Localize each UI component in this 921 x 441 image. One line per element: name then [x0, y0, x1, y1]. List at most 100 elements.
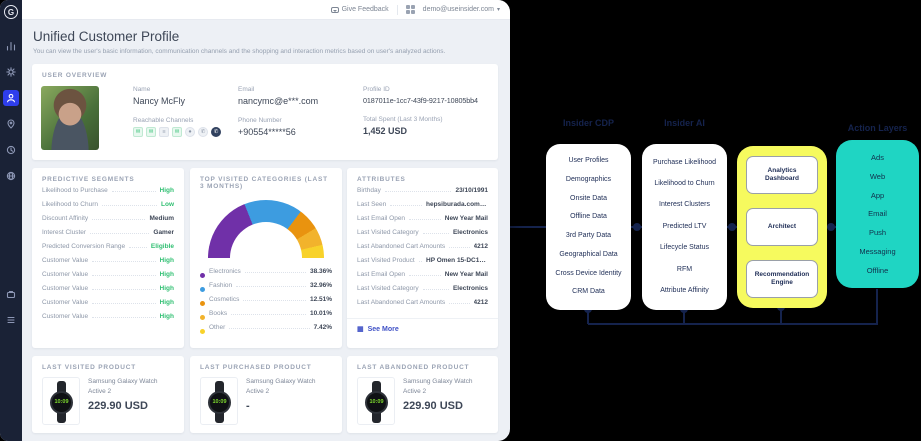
category-legend-row: Books 10.01%: [190, 310, 342, 324]
attribute-row: Birthday 23/10/1991: [347, 187, 498, 201]
app-logo-icon[interactable]: G: [4, 5, 18, 19]
action-item: Push: [868, 228, 887, 238]
top-categories-card: TOP VISITED CATEGORIES (LAST 3 MONTHS) E…: [190, 168, 342, 348]
map-pin-icon: [7, 119, 15, 129]
sidebar-item-settings[interactable]: [3, 64, 19, 80]
ai-item: Attribute Affinity: [660, 287, 709, 295]
actions-box: Ads Web App Email Push Messaging Offline: [836, 140, 919, 288]
user-overview-title: USER OVERVIEW: [42, 72, 108, 79]
legend-value: 12.51%: [309, 296, 332, 303]
category-legend-row: Fashion 32.96%: [190, 282, 342, 296]
reachable-channels: ✉ ✉ ≡ ✉ ● ✆ ✆: [133, 127, 221, 137]
user-overview-card: USER OVERVIEW Name Nancy McFly Reachable…: [32, 64, 498, 160]
cdp-box: User Profiles Demographics Onsite Data Offl…: [546, 144, 631, 310]
total-spent: 1,452 USD: [363, 126, 408, 136]
email-label: Email: [238, 86, 255, 93]
segment-value: High: [159, 271, 174, 278]
sidebar: G: [0, 0, 22, 441]
segment-label: Likelihood to Purchase: [42, 187, 108, 194]
sidebar-item-history[interactable]: [3, 142, 19, 158]
action-item: Messaging: [859, 247, 896, 257]
sidebar-item-products[interactable]: [3, 286, 19, 302]
see-more-link[interactable]: ▦ See More: [347, 318, 498, 333]
ai-box: Purchase Likelihood Likelihood to Churn In…: [642, 144, 727, 310]
sidebar-item-web[interactable]: [3, 168, 19, 184]
product-card-title: LAST VISITED PRODUCT: [42, 364, 137, 371]
segment-row: Customer Value High: [32, 285, 184, 299]
attribute-value: hepsiburada.com/hp-o…: [426, 201, 488, 208]
attribute-label: Last Visited Category: [357, 285, 419, 292]
clock-icon: [6, 145, 16, 155]
legend-label: Electronics: [209, 268, 241, 275]
segment-row: Customer Value High: [32, 313, 184, 327]
feedback-bubble-icon: [330, 6, 339, 13]
product-card-title: LAST PURCHASED PRODUCT: [200, 364, 312, 371]
segment-value: High: [159, 257, 174, 264]
ai-item: Predicted LTV: [662, 222, 707, 230]
see-more-label: See More: [367, 325, 399, 333]
legend-dot: [200, 286, 205, 292]
topbar-divider: [396, 4, 398, 15]
segment-row: Customer Value High: [32, 271, 184, 285]
segment-value: Eligible: [150, 243, 174, 250]
attribute-value: 4212: [473, 299, 488, 306]
attribute-label: Last Abandoned Cart Amounts: [357, 299, 446, 306]
whatsapp-channel-icon: ✆: [198, 127, 208, 137]
segment-label: Predicted Conversion Range: [42, 243, 126, 250]
app-push-channel-icon: ●: [185, 127, 195, 137]
product-card: LAST PURCHASED PRODUCT 10:09 Samsung Gal…: [190, 356, 342, 433]
account-menu[interactable]: demo@useinsider.com ▾: [423, 6, 500, 13]
ai-item: Purchase Likelihood: [652, 158, 717, 166]
legend-label: Fashion: [209, 282, 233, 289]
segment-row: Customer Value High: [32, 299, 184, 313]
smartwatch-icon: 10:09: [208, 391, 231, 414]
diagram-title-actions: Action Layers: [847, 123, 908, 133]
attribute-label: Birthday: [357, 187, 381, 194]
globe-icon: [6, 171, 16, 181]
page-subtitle: You can view the user's basic informatio…: [33, 48, 446, 55]
cdp-item: Onsite Data: [570, 194, 607, 202]
give-feedback-button[interactable]: Give Feedback: [330, 6, 389, 13]
predictive-segments-list: Likelihood to Purchase High Likelihood t…: [32, 187, 184, 327]
cdp-item: Demographics: [565, 175, 612, 183]
segment-row: Discount Affinity Medium: [32, 215, 184, 229]
action-item: Web: [869, 171, 886, 181]
attribute-value: 4212: [473, 243, 488, 250]
segment-label: Customer Value: [42, 299, 89, 306]
person-icon: [7, 93, 15, 103]
legend-label: Cosmetics: [209, 296, 240, 303]
product-card: LAST ABANDONED PRODUCT 10:09 Samsung Gal…: [347, 356, 498, 433]
sidebar-item-analytics[interactable]: [3, 38, 19, 54]
name-label: Name: [133, 86, 151, 93]
legend-value: 38.36%: [309, 268, 332, 275]
attribute-row: Last Seen hepsiburada.com/hp-o…: [347, 201, 498, 215]
segment-value: High: [159, 313, 174, 320]
product-card: LAST VISITED PRODUCT 10:09 Samsung Galax…: [32, 356, 184, 433]
segment-row: Likelihood to Churn Low: [32, 201, 184, 215]
action-item: Email: [868, 209, 887, 219]
profile-id-label: Profile ID: [363, 86, 390, 93]
sidebar-item-audience[interactable]: [3, 90, 19, 106]
legend-dot: [200, 300, 205, 306]
action-item: Offline: [866, 265, 889, 275]
segment-value: Medium: [149, 215, 174, 222]
web-push-channel-icon: ≡: [159, 127, 169, 137]
messenger-channel-icon: ✆: [211, 127, 221, 137]
cdp-item: CRM Data: [572, 288, 605, 296]
predictive-segments-card: PREDICTIVE SEGMENTS Likelihood to Purcha…: [32, 168, 184, 348]
segment-value: High: [159, 299, 174, 306]
ai-item: Interest Clusters: [659, 201, 710, 209]
attribute-row: Last Abandoned Cart Amounts 4212: [347, 243, 498, 257]
account-email: demo@useinsider.com: [422, 6, 494, 13]
sidebar-item-catalog[interactable]: [3, 312, 19, 328]
segment-label: Customer Value: [42, 257, 89, 264]
attributes-list: Birthday 23/10/1991 Last Seen hepsiburad…: [347, 187, 498, 313]
table-icon: ▦: [357, 326, 364, 333]
topbar: Give Feedback demo@useinsider.com ▾: [22, 0, 510, 20]
product-name: Samsung Galaxy Watch Active 2: [246, 378, 316, 395]
attribute-row: Last Email Open New Year Mail: [347, 215, 498, 229]
sidebar-item-location[interactable]: [3, 116, 19, 132]
attribute-value: New Year Mail: [444, 215, 488, 222]
attribute-label: Last Email Open: [357, 215, 406, 222]
apps-grid-button[interactable]: [405, 5, 415, 14]
